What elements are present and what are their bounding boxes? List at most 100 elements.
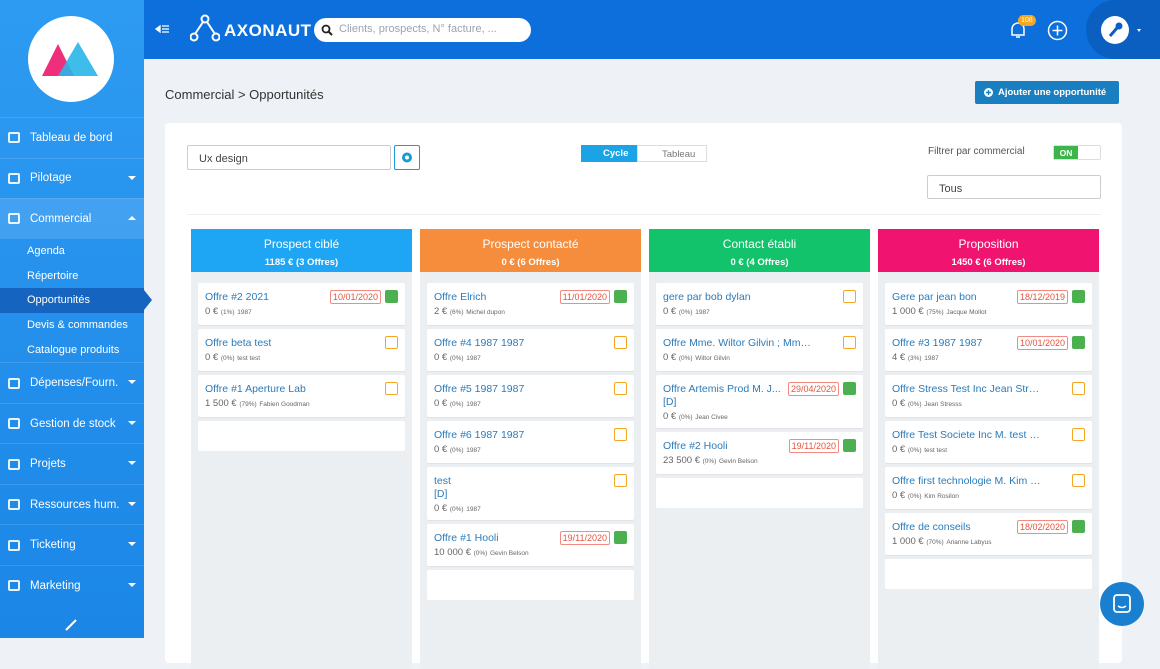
card-title[interactable]: Offre first technologie M. Kim Rosil... — [892, 475, 1042, 487]
filter-select[interactable]: Tous — [927, 175, 1101, 199]
chat-button[interactable] — [1100, 582, 1144, 626]
opportunity-card[interactable]: gere par bob dylan 0 € (0%) 1987 — [656, 283, 863, 325]
opportunity-card[interactable]: Offre #1 Hooli 10 000 € (0%) Gevin Belson… — [427, 524, 634, 566]
sub-item[interactable]: Agenda — [27, 244, 65, 257]
card-percent: (0%) — [907, 493, 922, 500]
nav-item[interactable]: Gestion de stock — [0, 402, 144, 444]
status-pending — [614, 428, 627, 441]
card-title[interactable]: Offre #4 1987 1987 — [434, 337, 525, 349]
column-summary: 0 € (6 Offres) — [501, 257, 560, 268]
notification-badge: 108 — [1018, 15, 1036, 26]
column: Contact établi 0 € (4 Offres) gere par bob… — [649, 229, 870, 669]
brand[interactable]: AXONAUT — [224, 21, 312, 40]
card-owner: Gevin Belson — [490, 550, 529, 557]
nav-item[interactable]: Commercial — [0, 198, 144, 239]
opportunity-card[interactable]: Offre Elrich 2 € (6%) Michel dupon 11/01/2… — [427, 283, 634, 325]
column-header: Prospect contacté 0 € (6 Offres) — [420, 229, 641, 272]
status-done — [385, 290, 398, 303]
sub-item[interactable]: Opportunités — [0, 288, 152, 313]
opportunity-card[interactable]: Offre #6 1987 1987 0 € (0%) 1987 — [427, 421, 634, 463]
card-details: 0 € (0%) 1987 — [434, 398, 627, 409]
opportunity-card[interactable]: Offre #4 1987 1987 0 € (0%) 1987 — [427, 329, 634, 371]
card-percent: (0%) — [449, 355, 464, 362]
column-name: Prospect contacté — [482, 237, 579, 251]
opportunity-card[interactable]: Offre de conseils 1 000 € (70%) Arianne L… — [885, 513, 1092, 555]
card-owner: test test — [924, 447, 947, 454]
status-done — [1072, 336, 1085, 349]
card-percent: (0%) — [220, 355, 235, 362]
nav-item[interactable]: Dépenses/Fourn. — [0, 362, 144, 403]
opportunity-card[interactable]: Offre Stress Test Inc Jean Stresss 0 € (0… — [885, 375, 1092, 417]
settings-icon — [1101, 16, 1141, 44]
opportunity-card[interactable]: Offre #2 Hooli 23 500 € (0%) Gevin Belson… — [656, 432, 863, 474]
card-details: 0 € (0%) Jean Civee — [663, 411, 856, 422]
add-opportunity-button[interactable]: Ajouter une opportunité — [975, 81, 1119, 104]
card-title[interactable]: Offre Stress Test Inc Jean Stresss — [892, 383, 1042, 395]
nav-item[interactable]: Tableau de bord — [0, 117, 144, 158]
card-percent: (0%) — [907, 447, 922, 454]
card-details: 0 € (0%) 1987 — [663, 306, 856, 317]
card-title[interactable]: Offre Test Societe Inc M. test test — [892, 429, 1042, 441]
logo[interactable] — [28, 16, 114, 102]
card-title[interactable]: Offre beta test — [205, 337, 272, 349]
card-percent: (0%) — [907, 401, 922, 408]
status-pending — [614, 336, 627, 349]
opportunity-card[interactable]: test [D] 0 € (0%) 1987 — [427, 467, 634, 520]
nav-item[interactable]: Marketing — [0, 564, 144, 606]
opportunity-card[interactable]: Gere par jean bon 1 000 € (75%) Jacque Mo… — [885, 283, 1092, 325]
sub-item[interactable]: Répertoire — [27, 269, 79, 282]
card-amount: 0 € — [205, 352, 219, 363]
nav-item[interactable]: Pilotage — [0, 157, 144, 199]
topbar: AXONAUT Clients, prospects, N° facture, … — [144, 0, 1160, 59]
sub-item[interactable]: Catalogue produits — [27, 344, 120, 357]
button-label: Ajouter une opportunité — [998, 87, 1107, 98]
card-title[interactable]: gere par bob dylan — [663, 291, 751, 303]
column-summary: 1185 € (3 Offres) — [264, 257, 339, 268]
add-icon[interactable] — [1047, 20, 1068, 41]
opportunity-card[interactable]: Offre Test Societe Inc M. test test 0 € (… — [885, 421, 1092, 463]
nav-icon — [8, 418, 20, 430]
empty-card[interactable] — [885, 559, 1092, 589]
settings-area[interactable] — [1086, 0, 1160, 59]
pipeline-value: Ux design — [199, 153, 248, 165]
table-view-button[interactable]: Tableau — [637, 145, 707, 162]
card-details: 0 € (0%) 1987 — [434, 352, 627, 363]
opportunity-card[interactable]: Offre beta test 0 € (0%) test test — [198, 329, 405, 371]
status-pending — [1072, 474, 1085, 487]
opportunity-card[interactable]: Offre first technologie M. Kim Rosil... 0… — [885, 467, 1092, 509]
collapse-icon[interactable] — [154, 23, 170, 35]
nav-item[interactable]: Projets — [0, 443, 144, 484]
nav-item[interactable]: Ressources hum. — [0, 483, 144, 525]
sub-item[interactable]: Devis & commandes — [27, 319, 128, 332]
card-details: 0 € (0%) 1987 — [434, 444, 627, 455]
search-input[interactable]: Clients, prospects, N° facture, ... — [314, 18, 531, 42]
card-owner: Gevin Belson — [719, 458, 758, 465]
opportunity-card[interactable]: Offre #3 1987 1987 4 € (3%) 1987 10/01/202… — [885, 329, 1092, 371]
empty-card[interactable] — [656, 478, 863, 508]
card-details: 1 000 € (70%) Arianne Labyus — [892, 536, 1085, 547]
opportunity-card[interactable]: Offre Mme. Wiltor Gilvin ; Mme. ivi ... 0… — [656, 329, 863, 371]
card-percent: (0%) — [473, 550, 488, 557]
opportunity-card[interactable]: Offre #1 Aperture Lab 1 500 € (79%) Fabie… — [198, 375, 405, 417]
card-title[interactable]: Offre #1 Aperture Lab — [205, 383, 306, 395]
nav-label: Marketing — [30, 579, 81, 592]
status-pending — [843, 336, 856, 349]
brush-icon[interactable] — [64, 618, 78, 632]
card-title[interactable]: Offre Mme. Wiltor Gilvin ; Mme. ivi ... — [663, 337, 813, 349]
card-title[interactable]: test — [434, 475, 451, 487]
card-details: 1 000 € (75%) Jacque Mollot — [892, 306, 1085, 317]
pipeline-select[interactable]: Ux design — [187, 145, 391, 170]
opportunity-card[interactable]: Offre #5 1987 1987 0 € (0%) 1987 — [427, 375, 634, 417]
pipeline-settings[interactable] — [394, 145, 420, 170]
empty-card[interactable] — [427, 570, 634, 600]
card-title[interactable]: Offre #5 1987 1987 — [434, 383, 525, 395]
filter-switch[interactable]: ON — [1053, 145, 1101, 160]
empty-card[interactable] — [198, 421, 405, 451]
cycle-view-button[interactable]: Cycle — [581, 145, 637, 162]
opportunity-card[interactable]: Offre #2 2021 0 € (1%) 1987 10/01/2020 — [198, 283, 405, 325]
plus-icon — [984, 88, 993, 97]
cycle-label: Cycle — [603, 148, 629, 159]
card-title[interactable]: Offre #6 1987 1987 — [434, 429, 525, 441]
opportunity-card[interactable]: Offre Artemis Prod M. J... [D] 0 € (0%) Je… — [656, 375, 863, 428]
nav-item[interactable]: Ticketing — [0, 524, 144, 565]
